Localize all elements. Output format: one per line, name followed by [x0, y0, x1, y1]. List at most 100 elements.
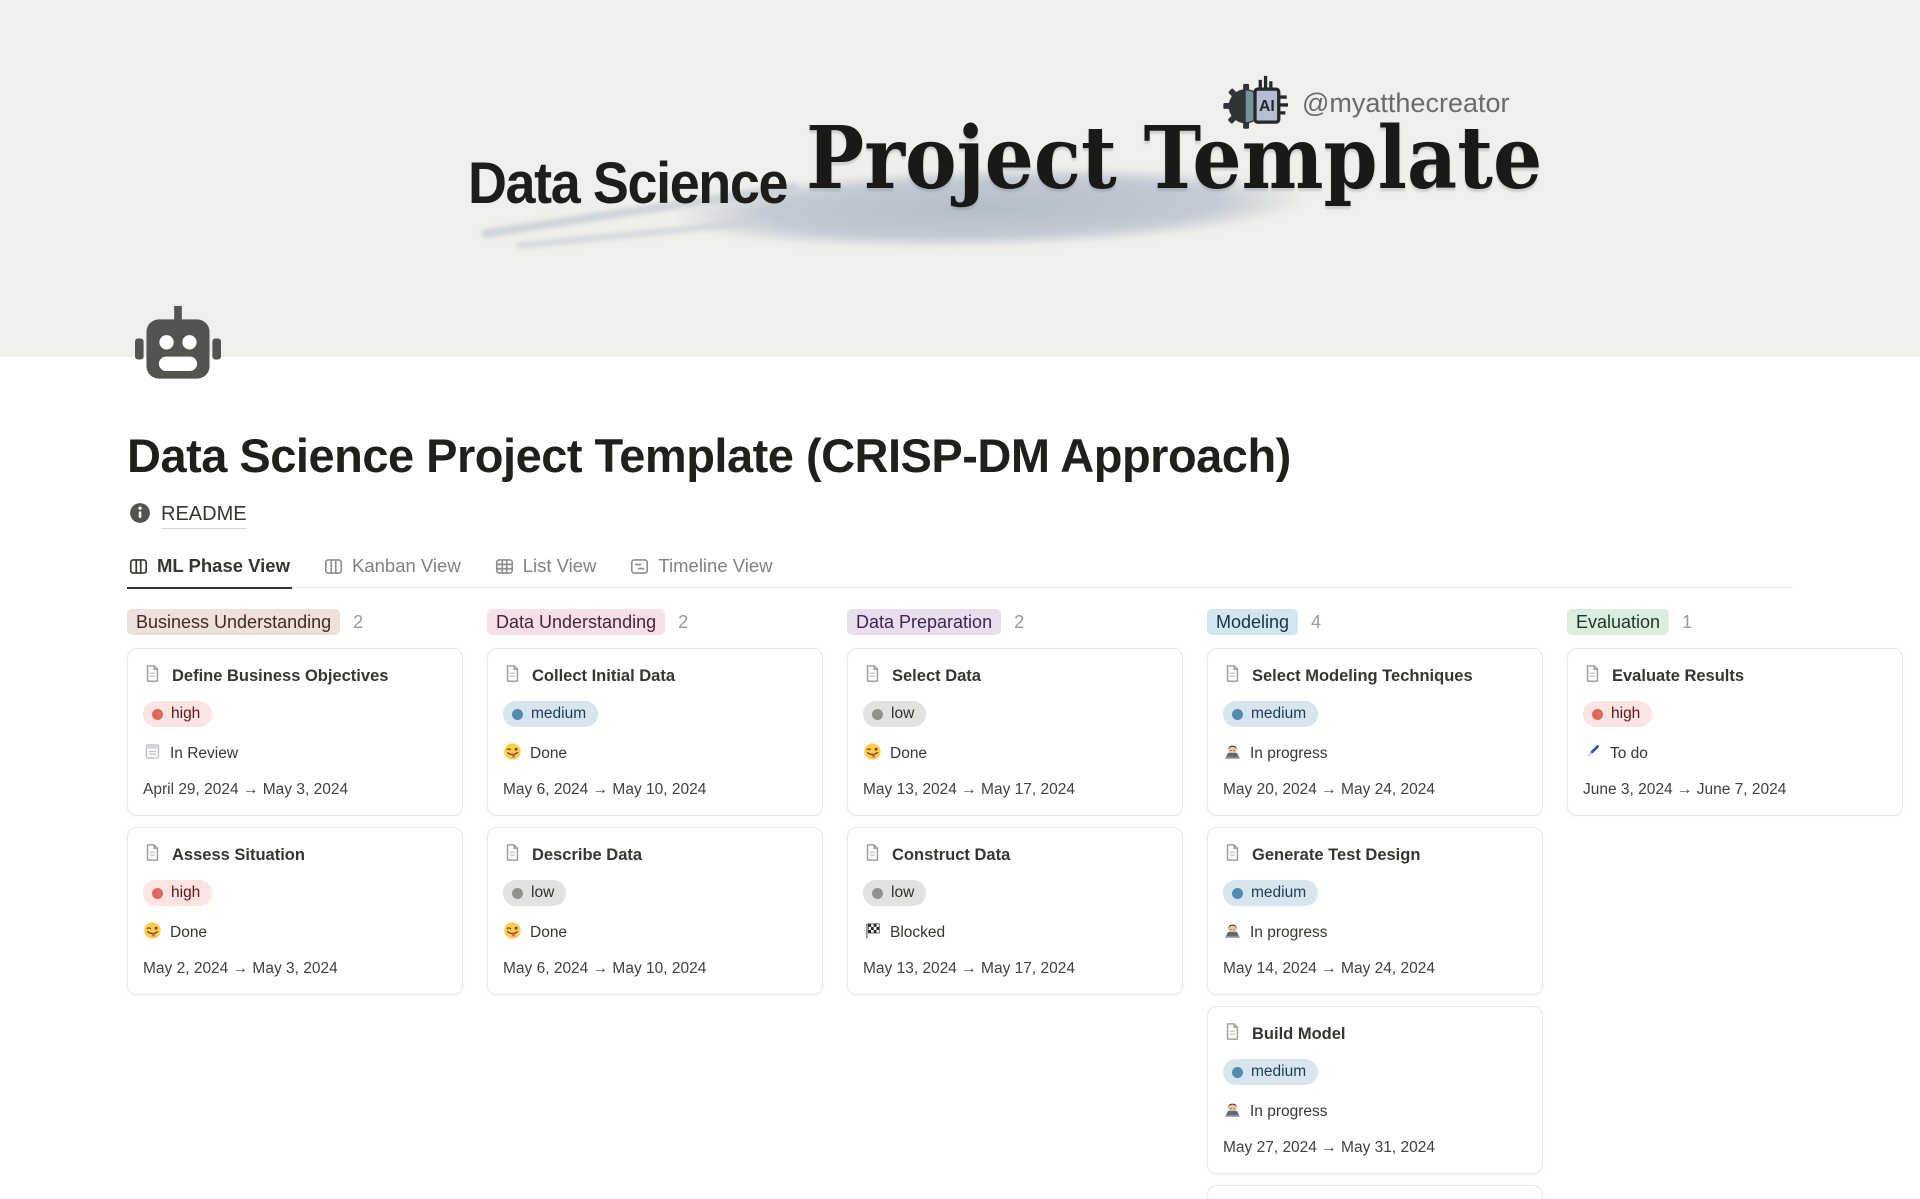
tab-kanban-view[interactable]: Kanban View [322, 545, 463, 587]
card-title: Evaluate Results [1612, 666, 1745, 685]
priority-dot [1232, 1066, 1243, 1078]
page-icon [1223, 664, 1242, 688]
page-icon [143, 843, 162, 867]
page-icon [1583, 664, 1602, 688]
page-icon [863, 843, 882, 867]
status: Done [863, 742, 1167, 766]
board-column: Evaluation 1 Evaluate Results high To do June… [1567, 608, 1903, 1199]
priority-label: high [171, 884, 201, 902]
column-header-pill[interactable]: Business Understanding [127, 608, 341, 636]
date-range: May 6, 2024 → May 10, 2024 [503, 960, 707, 978]
column-header: Modeling 4 [1207, 608, 1543, 636]
tab-ml-phase-view[interactable]: ML Phase View [127, 545, 292, 589]
card[interactable]: Build Model medium In progress May 27, 2024… [1207, 1006, 1543, 1175]
card[interactable]: Define Business Objectives high In Review A… [127, 648, 463, 817]
page-icon [503, 664, 522, 688]
card-title: Select Data [892, 666, 981, 685]
card-list: Define Business Objectives high In Review A… [127, 648, 463, 996]
column-header: Data Preparation 2 [847, 608, 1183, 636]
card-partially-visible[interactable] [1207, 1185, 1543, 1199]
page-title[interactable]: Data Science Project Template (CRISP-DM … [127, 429, 1291, 482]
priority-dot [872, 708, 883, 720]
column-count: 2 [678, 611, 689, 632]
card-title: Describe Data [532, 845, 643, 864]
status: In Review [143, 742, 447, 766]
table-view-icon [495, 558, 513, 574]
banner-brand-left: Data Science [468, 151, 788, 216]
column-count: 2 [353, 611, 364, 632]
info-icon [129, 502, 151, 529]
date-range: May 6, 2024 → May 10, 2024 [503, 781, 707, 799]
date-range: May 2, 2024 → May 3, 2024 [143, 960, 338, 978]
status: Done [503, 742, 807, 766]
status-label: Blocked [890, 924, 946, 942]
card-list: Evaluate Results high To do June 3, 2024 → … [1567, 648, 1903, 817]
page-icon [503, 843, 522, 867]
banner-brand-right: Project Template [806, 108, 1543, 209]
creator-handle: @myatthecreator [1302, 88, 1510, 118]
pen-icon [1583, 742, 1602, 766]
status: Done [143, 921, 447, 945]
board-column: Data Understanding 2 Collect Initial Data m… [487, 608, 823, 1199]
cover-banner: Data Science Project Template AI [0, 0, 1920, 357]
priority-pill: low [503, 880, 567, 907]
robot-page-icon[interactable] [135, 306, 221, 397]
tab-list-view[interactable]: List View [493, 545, 599, 587]
priority-dot [1592, 708, 1603, 720]
date-range: June 3, 2024 → June 7, 2024 [1583, 781, 1787, 799]
priority-pill: low [863, 701, 927, 728]
column-header: Data Understanding 2 [487, 608, 823, 636]
status-label: Done [890, 745, 928, 763]
column-header: Evaluation 1 [1567, 608, 1903, 636]
technologist-icon [1223, 1100, 1242, 1124]
winking-tongue-icon [863, 742, 882, 766]
date-range: May 27, 2024 → May 31, 2024 [1223, 1139, 1435, 1157]
priority-pill: medium [503, 701, 599, 728]
card[interactable]: Evaluate Results high To do June 3, 2024 → … [1567, 648, 1903, 817]
ai-chip-logo-icon: AI [1222, 68, 1288, 139]
column-header: Business Understanding 2 [127, 608, 463, 636]
readme-link[interactable]: README [129, 502, 247, 529]
date-range: May 13, 2024 → May 17, 2024 [863, 960, 1075, 978]
status-label: Done [530, 924, 568, 942]
board: Business Understanding 2 Define Business O… [127, 608, 1903, 1199]
card[interactable]: Collect Initial Data medium Done May 6, 202… [487, 648, 823, 817]
column-header-pill[interactable]: Evaluation [1567, 608, 1670, 636]
column-header-pill[interactable]: Data Understanding [487, 608, 666, 636]
card[interactable]: Select Modeling Techniques medium In progr… [1207, 648, 1543, 817]
technologist-icon [1223, 921, 1242, 945]
tab-timeline-view[interactable]: Timeline View [628, 545, 774, 587]
status-label: In progress [1250, 924, 1328, 942]
card[interactable]: Describe Data low Done May 6, 2024 → May 10… [487, 827, 823, 996]
card-title: Select Modeling Techniques [1252, 666, 1473, 685]
status-label: Done [530, 745, 568, 763]
technologist-icon [1223, 742, 1242, 766]
status: To do [1583, 742, 1887, 766]
readme-label: README [161, 503, 247, 529]
card-title: Assess Situation [172, 845, 305, 864]
column-count: 2 [1014, 611, 1025, 632]
status: In progress [1223, 742, 1527, 766]
card-title: Collect Initial Data [532, 666, 676, 685]
priority-label: low [531, 884, 555, 902]
priority-pill: low [863, 880, 927, 907]
card-title: Build Model [1252, 1024, 1346, 1043]
timeline-view-icon [631, 558, 649, 574]
column-header-pill[interactable]: Data Preparation [847, 608, 1002, 636]
card[interactable]: Construct Data low Blocked May 13, 2024 → M… [847, 827, 1183, 996]
card[interactable]: Generate Test Design medium In progress May… [1207, 827, 1543, 996]
date-range: May 20, 2024 → May 24, 2024 [1223, 781, 1435, 799]
card[interactable]: Assess Situation high Done May 2, 2024 → Ma… [127, 827, 463, 996]
column-header-pill[interactable]: Modeling [1207, 608, 1299, 636]
board-view-icon [324, 558, 343, 574]
priority-label: medium [1251, 1063, 1307, 1081]
board-view-icon [129, 558, 148, 574]
date-range: May 13, 2024 → May 17, 2024 [863, 781, 1075, 799]
priority-pill: medium [1223, 1059, 1319, 1086]
priority-label: medium [531, 705, 587, 722]
priority-dot [152, 708, 163, 720]
card-title: Construct Data [892, 845, 1011, 864]
priority-label: high [1611, 705, 1641, 722]
checkered-flag-icon [863, 921, 882, 945]
card[interactable]: Select Data low Done May 13, 2024 → May 17,… [847, 648, 1183, 817]
